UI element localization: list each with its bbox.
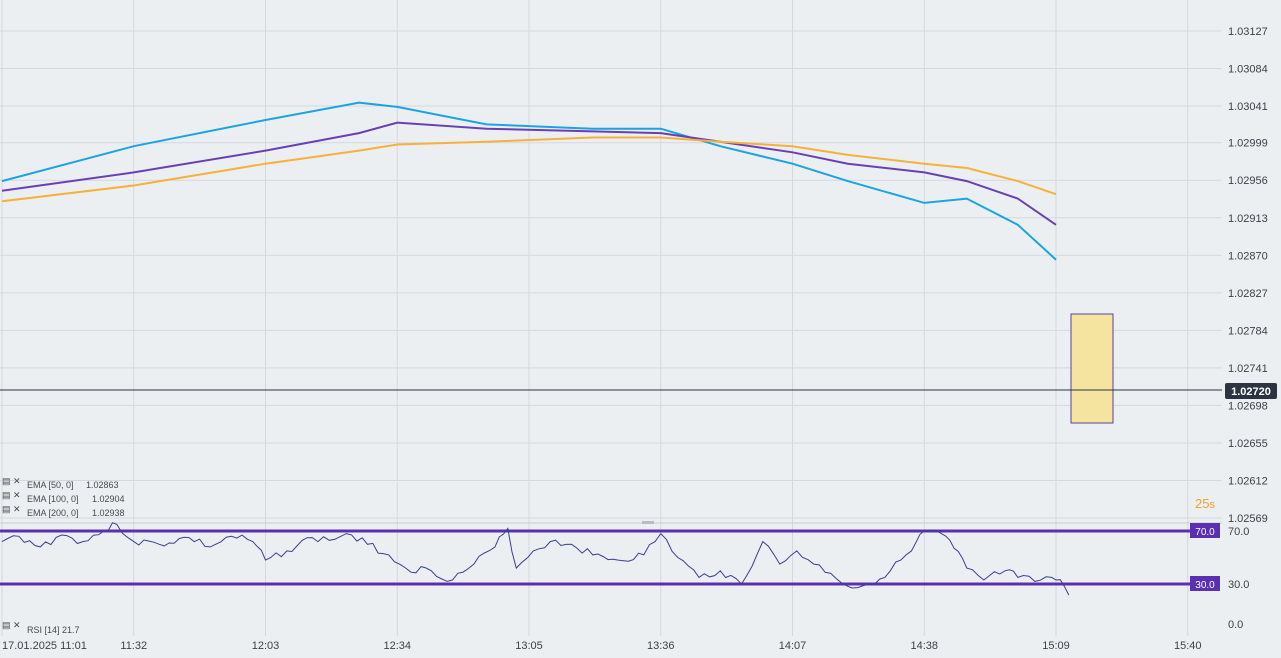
legend-toggle-icon[interactable]: ▤ ✕ — [2, 504, 21, 514]
last-price-badge — [1225, 383, 1277, 399]
price-tick-label: 1.02956 — [1228, 175, 1268, 187]
price-tick-label: 1.02741 — [1228, 363, 1268, 375]
countdown-value: 25 — [1195, 496, 1210, 511]
rsi-tick-label: 0.0 — [1228, 619, 1243, 631]
time-tick-label: 15:40 — [1174, 640, 1202, 652]
ema-line — [1, 101, 1057, 261]
time-tick-label: 12:03 — [252, 640, 280, 652]
legend-ema50-label: EMA [50, 0] — [27, 480, 74, 490]
price-tick-label: 1.02913 — [1228, 213, 1268, 225]
rsi-bands: 70.0 30.0 — [0, 523, 1220, 591]
legend-toggle-icon[interactable]: ▤ ✕ — [2, 490, 21, 500]
time-axis: 17.01.2025 11:01 11:32 12:03 12:34 13:05 13:3… — [2, 640, 1202, 652]
legend-ema200-value: 1.02938 — [92, 508, 125, 518]
price-tick-label: 1.02698 — [1228, 400, 1268, 412]
rsi-band-badge — [1190, 523, 1220, 538]
last-price-label: 1.02720 — [1231, 386, 1271, 398]
price-tick-label: 1.02612 — [1228, 475, 1268, 487]
last-candles-highlight — [1070, 313, 1114, 424]
legend-ema100-value: 1.02904 — [92, 494, 125, 504]
time-tick-label: 14:07 — [779, 640, 807, 652]
price-tick-label: 1.02655 — [1228, 438, 1268, 450]
price-tick-label: 1.03084 — [1228, 64, 1268, 76]
price-tick-label: 1.03127 — [1228, 26, 1268, 38]
time-tick-label: 13:36 — [647, 640, 675, 652]
ema-line — [1, 136, 1057, 203]
legend-toggle-icon[interactable]: ▤ ✕ — [2, 476, 21, 486]
time-tick-label: 17.01.2025 11:01 — [2, 640, 87, 652]
rsi-tick-label: 30.0 — [1228, 579, 1249, 591]
price-tick-label: 1.03041 — [1228, 101, 1268, 113]
time-tick-label: 13:05 — [515, 640, 543, 652]
price-axis: 1.03127 1.03084 1.03041 1.02999 1.02956 1.029… — [1228, 26, 1268, 525]
price-tick-label: 1.02870 — [1228, 250, 1268, 262]
rsi-series-line — [1, 522, 1070, 596]
price-tick-label: 1.02827 — [1228, 288, 1268, 300]
ema-legend: ▤ ✕ EMA [50, 0] 1.02863 ▤ ✕ EMA [100, 0]… — [2, 476, 125, 518]
pane-resize-handle[interactable] — [642, 521, 654, 524]
rsi-line — [1, 522, 1070, 596]
price-tick-label: 1.02784 — [1228, 325, 1268, 337]
time-tick-label: 11:32 — [120, 640, 147, 652]
legend-ema200-label: EMA [200, 0] — [27, 508, 79, 518]
rsi-band-badge — [1190, 576, 1220, 591]
time-tick-label: 14:38 — [910, 640, 938, 652]
candle-countdown: 25s — [1195, 496, 1215, 511]
time-tick-label: 12:34 — [383, 640, 411, 652]
legend-ema50-value: 1.02863 — [86, 480, 119, 490]
countdown-unit: s — [1209, 499, 1215, 511]
legend-toggle-icon[interactable]: ▤ ✕ — [2, 620, 21, 630]
rsi-axis: 70.0 30.0 0.0 — [1228, 526, 1249, 631]
rsi-tick-label: 70.0 — [1228, 526, 1249, 538]
rsi-legend: ▤ ✕ RSI [14] 21.7 — [2, 620, 80, 635]
price-tick-label: 1.02569 — [1228, 513, 1268, 525]
legend-ema100-label: EMA [100, 0] — [27, 494, 79, 504]
time-tick-label: 15:09 — [1042, 640, 1070, 652]
price-tick-label: 1.02999 — [1228, 138, 1268, 150]
rsi-legend-label: RSI [14] 21.7 — [27, 625, 80, 635]
ema-lines — [1, 101, 1057, 261]
ema-line — [1, 121, 1057, 226]
rsi-band-label: 70.0 — [1195, 527, 1215, 538]
rsi-band-label: 30.0 — [1195, 580, 1215, 591]
